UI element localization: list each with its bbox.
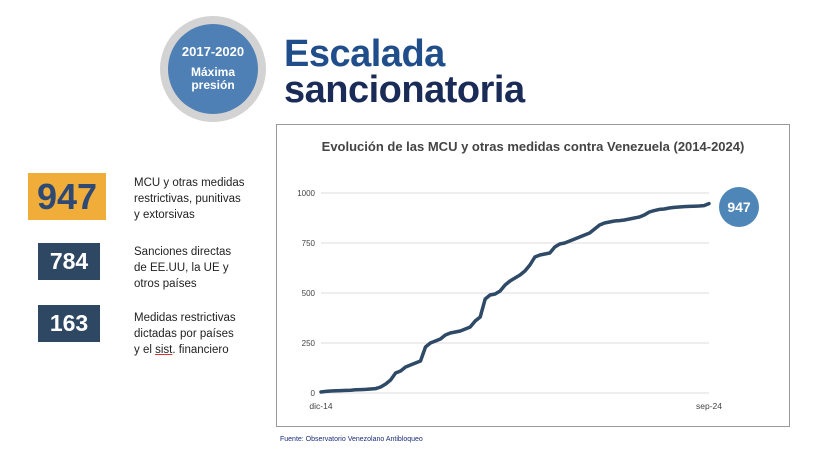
badge-label-2: presión <box>191 78 235 93</box>
stat-description-784: Sanciones directas de EE.UU, la UE y otr… <box>134 244 274 292</box>
y-tick-label-0: 0 <box>311 389 316 398</box>
stat-desc-line: Sanciones directas <box>134 246 232 258</box>
chart-title: Evolución de las MCU y otras medidas con… <box>321 139 745 154</box>
stat-desc-post: . financiero <box>172 344 229 356</box>
stat-desc-line: dictadas por países <box>134 328 234 340</box>
stat-desc-line: Medidas restrictivas <box>134 312 236 324</box>
y-tick-label-750: 750 <box>302 239 316 248</box>
y-tick-label-1000: 1000 <box>297 189 315 198</box>
stat-desc-line: MCU y otras medidas <box>134 177 245 189</box>
stat-desc-line: y el sist. financiero <box>134 342 274 358</box>
badge: 2017-2020 Máxima presión <box>160 16 266 122</box>
title-line-2: sancionatoria <box>284 69 525 111</box>
stat-value-163: 163 <box>38 305 100 342</box>
line-chart: 0 250 500 750 1000 dic-14 sep-24 947 <box>297 187 759 411</box>
x-tick-label-1: sep-24 <box>696 401 722 411</box>
stat-description-947: MCU y otras medidas restrictivas, puniti… <box>134 175 274 223</box>
stat-description-163: Medidas restrictivas dictadas por países… <box>134 310 274 358</box>
badge-years: 2017-2020 <box>181 43 245 59</box>
stat-desc-line: y extorsivas <box>134 209 195 221</box>
stat-value-947: 947 <box>28 173 106 220</box>
stat-value-784: 784 <box>38 243 100 280</box>
badge-label-1: Máxima <box>190 64 236 79</box>
y-tick-label-250: 250 <box>302 339 316 348</box>
stat-desc-line: otros países <box>134 278 197 290</box>
series-line <box>319 201 711 394</box>
stat-desc-line: de EE.UU, la UE y <box>134 262 229 274</box>
stat-desc-underlined: sist <box>155 344 173 356</box>
title-line-1: Escalada <box>284 33 445 75</box>
source-note: Fuente: Observatorio Venezolano Antibloq… <box>280 436 423 443</box>
y-tick-label-500: 500 <box>302 289 316 298</box>
badge-circle: 2017-2020 Máxima presión <box>168 24 258 114</box>
x-tick-label-0: dic-14 <box>309 401 332 411</box>
chart-panel: Evolución de las MCU y otras medidas con… <box>276 124 790 427</box>
page-title: Escalada sancionatoria <box>284 33 525 111</box>
end-value-bubble <box>719 187 759 227</box>
stat-desc-line: restrictivas, punitivas <box>134 193 241 205</box>
end-value-label: 947 <box>727 199 751 215</box>
stat-desc-pre: y el <box>134 344 156 356</box>
